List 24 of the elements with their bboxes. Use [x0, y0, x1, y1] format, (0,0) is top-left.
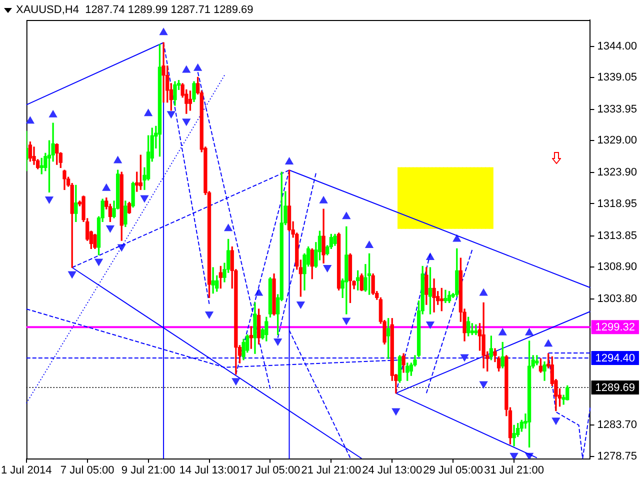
x-tick-label: 17 Jul 05:00: [240, 464, 300, 476]
x-tick-label: 1 Jul 2014: [1, 464, 52, 476]
x-tick-label: 31 Jul 21:00: [484, 464, 544, 476]
ref-line-label: 1289.69: [595, 382, 636, 394]
x-tick-label: 14 Jul 13:00: [179, 464, 240, 476]
y-tick-label: 1339.05: [597, 72, 638, 84]
y-tick-label: 1283.70: [597, 419, 638, 432]
x-tick-label: 24 Jul 13:00: [362, 464, 422, 476]
y-tick-label: 1323.90: [597, 166, 638, 179]
chart-title: XAUUSD,H4 1287.74 1289.99 1287.71 1289.69: [16, 4, 254, 16]
y-tick-label: 1329.00: [597, 134, 638, 147]
ref-line-label: 1294.40: [595, 352, 636, 365]
y-tick-label: 1313.85: [597, 230, 638, 242]
x-tick-label: 9 Jul 21:00: [121, 464, 176, 476]
x-tick-label: 29 Jul 05:00: [423, 464, 484, 476]
y-tick-label: 1303.80: [597, 292, 638, 305]
y-tick-label: 1333.95: [597, 104, 638, 116]
ref-line-label: 1299.32: [595, 322, 636, 334]
y-tick-label: 1318.95: [597, 198, 638, 210]
y-tick-label: 1308.90: [597, 260, 638, 273]
y-tick-label: 1344.00: [597, 40, 638, 52]
x-tick-label: 7 Jul 05:00: [60, 464, 114, 476]
y-tick-label: 1278.75: [597, 450, 638, 462]
x-tick-label: 21 Jul 21:00: [301, 464, 362, 476]
